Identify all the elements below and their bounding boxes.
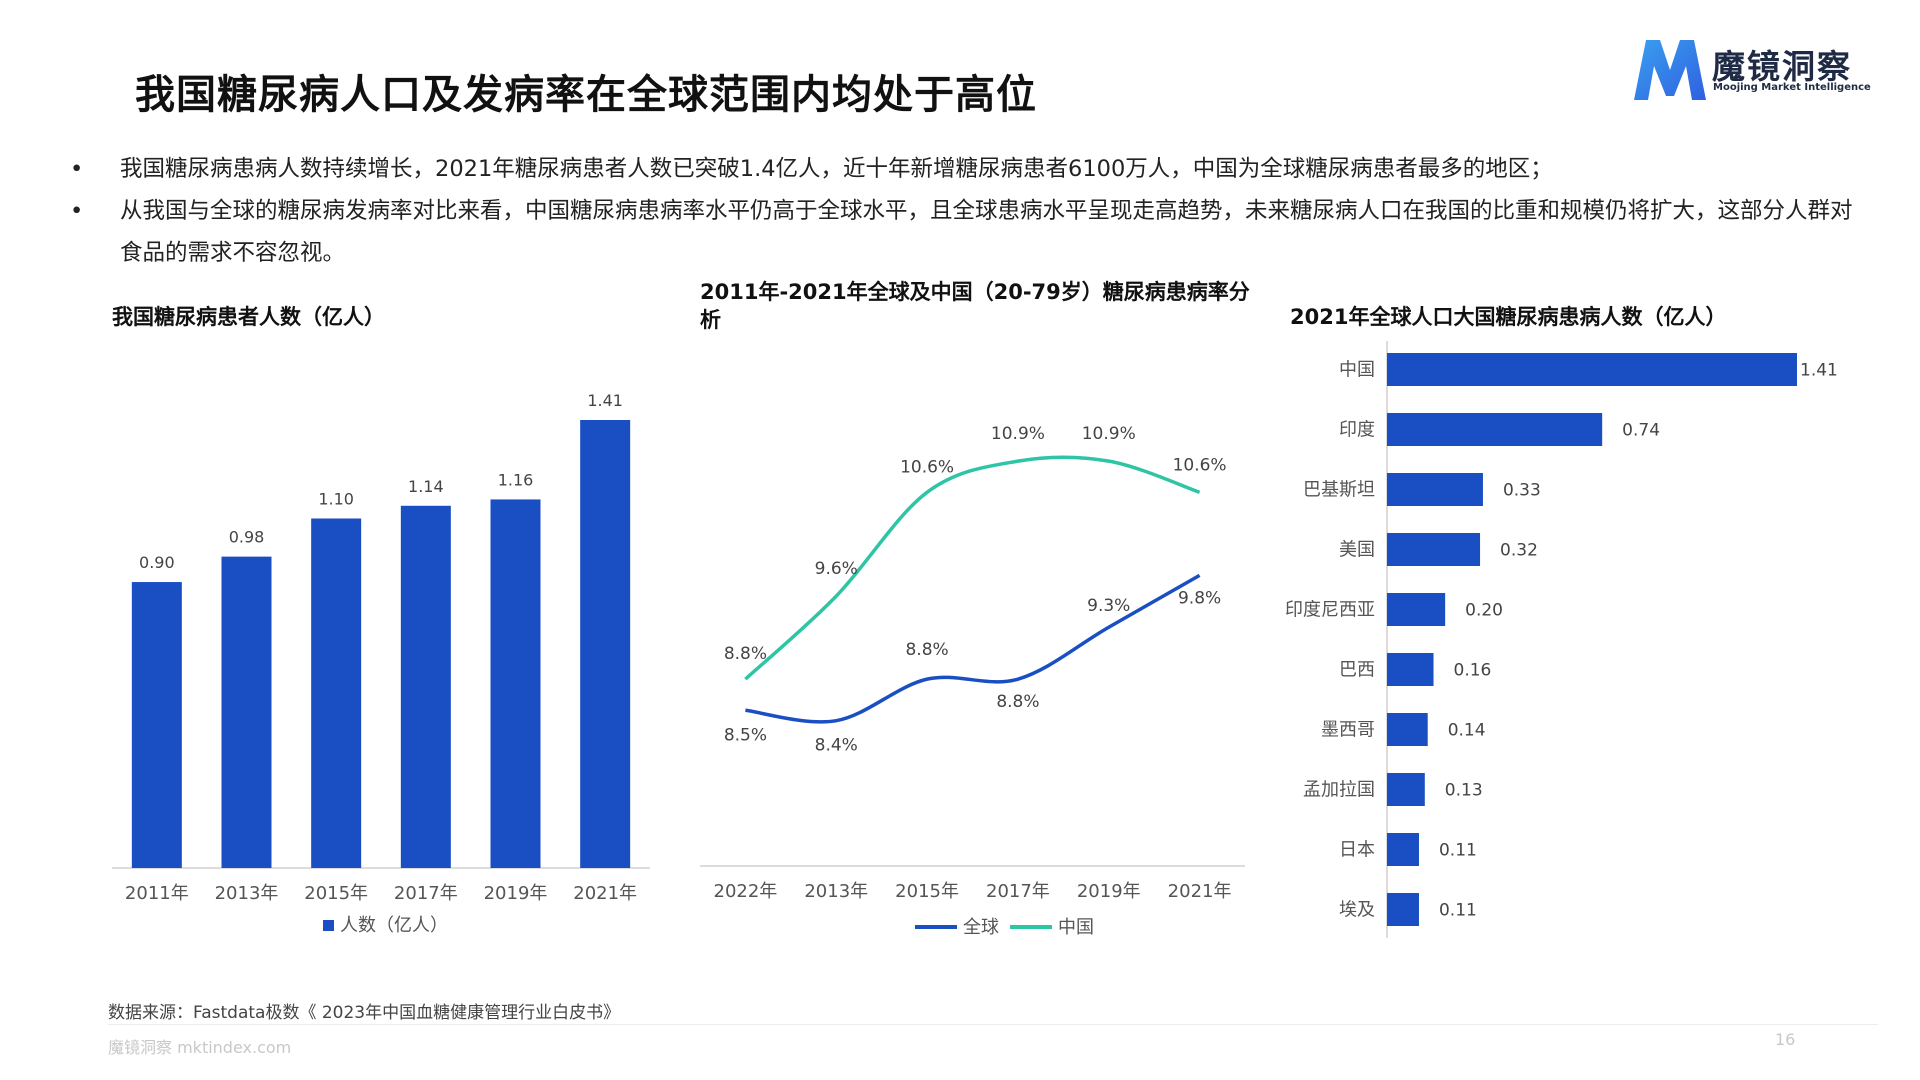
bar	[580, 420, 631, 868]
bullet-item: • 从我国与全球的糖尿病发病率对比来看，中国糖尿病患病率水平仍高于全球水平，且全…	[70, 190, 1860, 274]
bullet-text: 从我国与全球的糖尿病发病率对比来看，中国糖尿病患病率水平仍高于全球水平，且全球患…	[120, 198, 1853, 266]
china-point-label: 10.6%	[900, 457, 954, 477]
bar-value-label: 0.13	[1445, 781, 1483, 801]
chart3-title: 2021年全球人口大国糖尿病患病人数（亿人）	[1290, 305, 1727, 329]
x-tick-label: 2015年	[895, 881, 959, 902]
global-point-label: 8.8%	[996, 692, 1039, 712]
x-tick-label: 2011年	[125, 883, 189, 904]
china-point-label: 8.8%	[724, 644, 767, 664]
logo-mark-icon	[1634, 40, 1706, 100]
y-tick-label: 墨西哥	[1321, 720, 1375, 741]
bar	[1387, 413, 1603, 446]
bar	[1387, 833, 1419, 866]
bar	[1387, 713, 1428, 746]
chart1-title: 我国糖尿病患者人数（亿人）	[112, 305, 385, 329]
china-point-label: 10.9%	[1082, 424, 1136, 444]
bar-value-label: 1.16	[498, 470, 534, 489]
y-tick-label: 埃及	[1339, 900, 1375, 921]
bar-value-label: 0.33	[1503, 481, 1541, 501]
x-tick-label: 2019年	[1077, 881, 1141, 902]
x-tick-label: 2015年	[304, 883, 368, 904]
global-point-label: 8.4%	[815, 736, 858, 756]
bar-value-label: 0.14	[1448, 721, 1486, 741]
bar	[490, 499, 541, 868]
global-point-label: 8.8%	[905, 640, 948, 660]
legend-label-china: 中国	[1058, 917, 1094, 938]
bar	[311, 518, 362, 868]
bar-value-label: 0.16	[1454, 661, 1492, 681]
x-tick-label: 2013年	[215, 883, 279, 904]
y-tick-label: 印度	[1339, 420, 1375, 441]
bar-value-label: 0.98	[229, 528, 265, 547]
legend-label-global: 全球	[963, 917, 999, 938]
global-point-label: 8.5%	[724, 725, 767, 745]
bar-value-label: 1.14	[408, 477, 444, 496]
global-series-line	[745, 573, 1201, 724]
bullet-marker: •	[70, 156, 84, 182]
x-tick-label: 2022年	[714, 881, 778, 902]
y-tick-label: 日本	[1339, 840, 1375, 861]
bar	[1387, 353, 1797, 386]
bar-value-label: 0.90	[139, 553, 175, 572]
footer-divider	[108, 1024, 1878, 1025]
bar	[400, 505, 451, 868]
y-tick-label: 巴基斯坦	[1303, 480, 1375, 501]
global-point-label: 9.8%	[1178, 588, 1221, 608]
x-tick-label: 2017年	[986, 881, 1050, 902]
bar-value-label: 0.11	[1439, 841, 1477, 861]
x-tick-label: 2021年	[1168, 881, 1232, 902]
bar-value-label: 0.32	[1500, 541, 1538, 561]
china-point-label: 10.6%	[1173, 455, 1227, 475]
y-tick-label: 中国	[1339, 360, 1375, 381]
bar-value-label: 1.41	[1800, 361, 1838, 381]
bar	[1387, 593, 1446, 626]
logo-text: 魔镜洞察	[1712, 47, 1852, 86]
bar	[1387, 893, 1419, 926]
china-series-line	[744, 455, 1201, 681]
legend-label: 人数（亿人）	[340, 915, 448, 936]
bar	[1387, 773, 1425, 806]
x-tick-label: 2017年	[394, 883, 458, 904]
bullet-text: 我国糖尿病患病人数持续增长，2021年糖尿病患者人数已突破1.4亿人，近十年新增…	[120, 156, 1553, 182]
chart2-title: 2011年-2021年全球及中国（20-79岁）糖尿病患病率分析	[700, 280, 1250, 332]
y-tick-label: 孟加拉国	[1303, 780, 1375, 801]
logo-subtitle: Moojing Market Intelligence	[1713, 82, 1871, 93]
bullet-item: • 我国糖尿病患病人数持续增长，2021年糖尿病患者人数已突破1.4亿人，近十年…	[70, 148, 1860, 190]
bar-value-label: 1.10	[318, 489, 354, 508]
bar	[1387, 473, 1483, 506]
china-point-label: 9.6%	[815, 559, 858, 579]
x-tick-label: 2013年	[804, 881, 868, 902]
global-point-label: 9.3%	[1087, 596, 1130, 616]
x-tick-label: 2019年	[484, 883, 548, 904]
china-point-label: 10.9%	[991, 424, 1045, 444]
summary-bullets: • 我国糖尿病患病人数持续增长，2021年糖尿病患者人数已突破1.4亿人，近十年…	[70, 148, 1860, 274]
bar-value-label: 1.41	[587, 391, 623, 410]
page-number: 16	[1775, 1030, 1796, 1049]
legend-swatch	[323, 920, 334, 931]
data-source: 数据来源：Fastdata极数《 2023年中国血糖健康管理行业白皮书》	[108, 1003, 621, 1023]
bar	[221, 556, 272, 868]
bar-value-label: 0.11	[1439, 901, 1477, 921]
bar-value-label: 0.20	[1465, 601, 1503, 621]
x-tick-label: 2021年	[573, 883, 637, 904]
bar-value-label: 0.74	[1622, 421, 1660, 441]
bar	[1387, 653, 1434, 686]
bar	[1387, 533, 1481, 566]
y-tick-label: 印度尼西亚	[1285, 600, 1375, 621]
bullet-marker: •	[70, 198, 84, 224]
y-tick-label: 美国	[1339, 540, 1375, 561]
page-title: 我国糖尿病人口及发病率在全球范围内均处于高位	[135, 72, 1037, 118]
y-tick-label: 巴西	[1339, 660, 1375, 681]
bar	[131, 582, 182, 868]
footer-brand: 魔镜洞察 mktindex.com	[108, 1038, 292, 1057]
